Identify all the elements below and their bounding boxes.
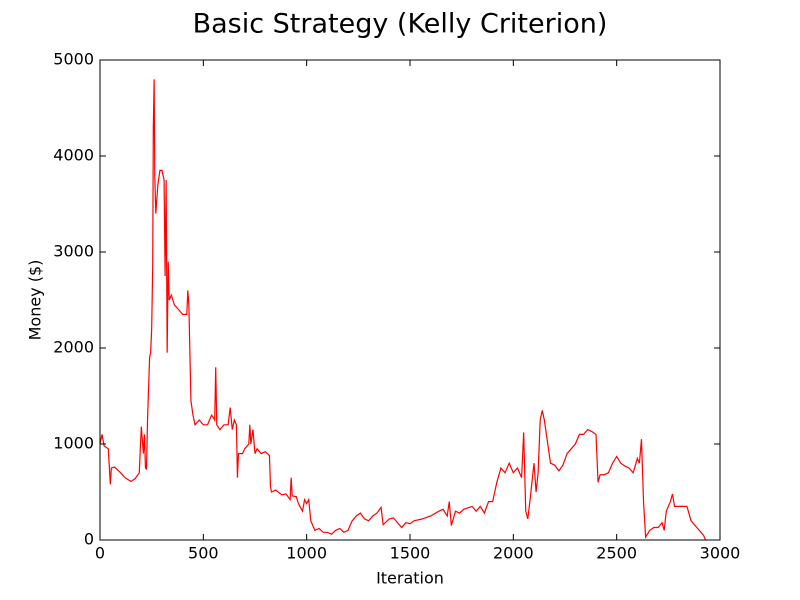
y-tick-label: 3000 (53, 242, 94, 261)
y-tick-label: 4000 (53, 146, 94, 165)
x-axis-label: Iteration (376, 569, 444, 588)
x-tick-label: 2500 (596, 544, 637, 563)
data-line (99, 79, 707, 541)
y-tick-label: 2000 (53, 338, 94, 357)
x-tick-label: 0 (95, 544, 105, 563)
x-tick-label: 1000 (286, 544, 327, 563)
plot-frame (99, 59, 721, 541)
y-tick-label: 5000 (53, 50, 94, 69)
y-tick-label: 0 (84, 530, 94, 549)
x-tick-label: 3000 (700, 544, 741, 563)
y-tick-label: 1000 (53, 434, 94, 453)
y-axis-label: Money ($) (26, 260, 45, 341)
x-tick-label: 500 (188, 544, 219, 563)
chart-title: Basic Strategy (Kelly Criterion) (193, 9, 608, 40)
x-tick-label: 2000 (493, 544, 534, 563)
x-tick-label: 1500 (390, 544, 431, 563)
